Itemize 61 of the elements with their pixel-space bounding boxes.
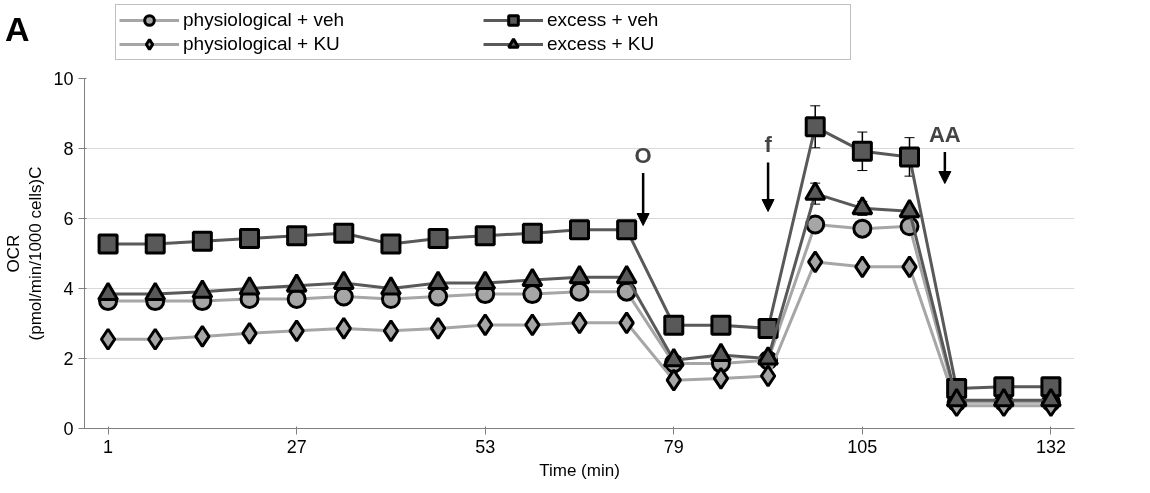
- point: [663, 314, 685, 336]
- point: [97, 233, 119, 255]
- x-tick-label: 79: [663, 436, 684, 457]
- point: [239, 227, 260, 249]
- point: [427, 227, 449, 249]
- point: [571, 311, 588, 335]
- point: [191, 230, 213, 252]
- point: [521, 222, 543, 244]
- legend-label: excess + veh: [547, 8, 660, 32]
- point: [569, 219, 590, 241]
- x-tick-label: 1: [103, 436, 114, 457]
- point: [899, 146, 920, 168]
- point: [522, 284, 543, 305]
- point: [569, 281, 590, 302]
- point: [804, 116, 826, 138]
- point: [618, 311, 635, 335]
- y-tick-label: 8: [63, 139, 74, 159]
- point: [854, 255, 871, 279]
- point: [147, 327, 164, 351]
- point: [429, 316, 447, 340]
- point: [144, 233, 166, 255]
- x-tick-label: 105: [847, 436, 878, 457]
- point: [524, 313, 541, 337]
- y-tick-label: 6: [63, 209, 74, 229]
- point: [241, 321, 258, 345]
- y-tick-label: 10: [53, 69, 74, 89]
- y-tick-label: 0: [63, 419, 74, 439]
- y-tick-label: 2: [63, 349, 74, 369]
- x-axis-title: Time (min): [539, 460, 620, 480]
- legend-label: physiological + KU: [183, 32, 341, 56]
- annotation: AA: [928, 121, 961, 147]
- point: [665, 368, 682, 392]
- point: [194, 324, 211, 348]
- point: [474, 225, 496, 247]
- x-tick-label: 132: [1035, 436, 1066, 457]
- point: [477, 313, 494, 337]
- point: [382, 319, 400, 343]
- point: [288, 319, 305, 343]
- y-axis-title: OCR (pmol/min/1000 cells)C: [3, 166, 46, 341]
- point: [712, 366, 730, 390]
- annotation: f: [764, 132, 773, 158]
- text: A: [5, 9, 30, 50]
- y-tick-label: 4: [63, 279, 74, 299]
- point: [901, 255, 918, 279]
- legend-label: excess + KU: [547, 32, 656, 56]
- point: [852, 218, 873, 239]
- point: [286, 225, 308, 247]
- point: [710, 314, 732, 336]
- annotation: O: [634, 142, 652, 168]
- point: [759, 364, 777, 388]
- x-tick-label: 27: [286, 436, 307, 457]
- point: [805, 214, 826, 235]
- x-tick-label: 53: [475, 436, 496, 457]
- legend-label: physiological + veh: [183, 8, 346, 32]
- point: [851, 140, 873, 162]
- point: [380, 233, 402, 255]
- point: [99, 327, 117, 351]
- point: [616, 219, 638, 241]
- point: [335, 316, 352, 340]
- point: [333, 222, 355, 244]
- point: [807, 250, 824, 274]
